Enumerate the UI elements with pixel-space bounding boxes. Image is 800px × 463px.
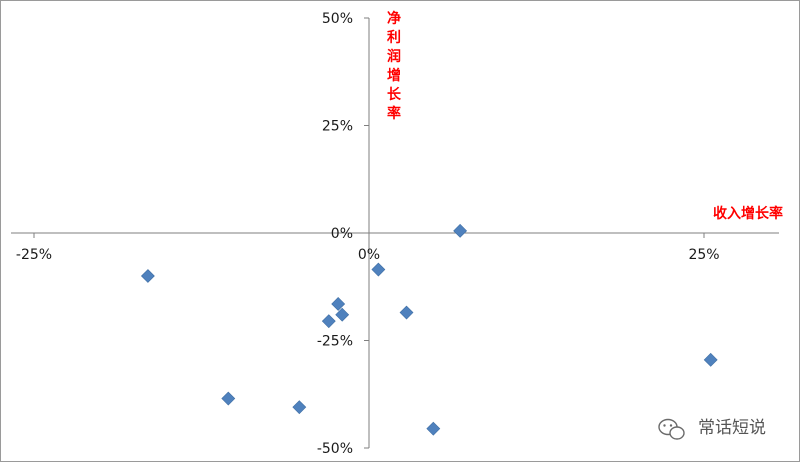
x-tick-label: -25% xyxy=(16,247,52,263)
y-tick-label: -25% xyxy=(317,334,353,350)
y-tick-label: 0% xyxy=(331,226,353,242)
data-point xyxy=(399,305,414,320)
y-tick-label: 50% xyxy=(322,11,353,27)
data-point xyxy=(331,297,346,311)
tick-labels: -25% 0% 25% 50% 25% 0% -25% -50% xyxy=(16,11,720,457)
data-point xyxy=(335,307,350,322)
data-point xyxy=(371,262,386,277)
x-axis-title: 收入增长率 xyxy=(713,205,783,222)
y-tick-label: 25% xyxy=(322,119,353,135)
data-point xyxy=(221,391,236,406)
data-point xyxy=(426,421,441,436)
data-point xyxy=(321,314,336,329)
data-points xyxy=(140,223,718,436)
data-point xyxy=(140,269,155,283)
y-tick-label: -50% xyxy=(317,441,353,457)
tick-marks xyxy=(33,17,705,449)
watermark: 常话短说 xyxy=(658,418,766,440)
y-axis-title: 净利润增长率 xyxy=(387,10,402,122)
x-tick-label: 0% xyxy=(358,247,380,263)
data-point xyxy=(703,352,718,367)
data-point xyxy=(453,223,468,238)
data-point xyxy=(292,400,307,415)
x-tick-label: 25% xyxy=(688,247,719,263)
watermark-text: 常话短说 xyxy=(698,418,766,438)
wechat-icon xyxy=(658,418,685,440)
